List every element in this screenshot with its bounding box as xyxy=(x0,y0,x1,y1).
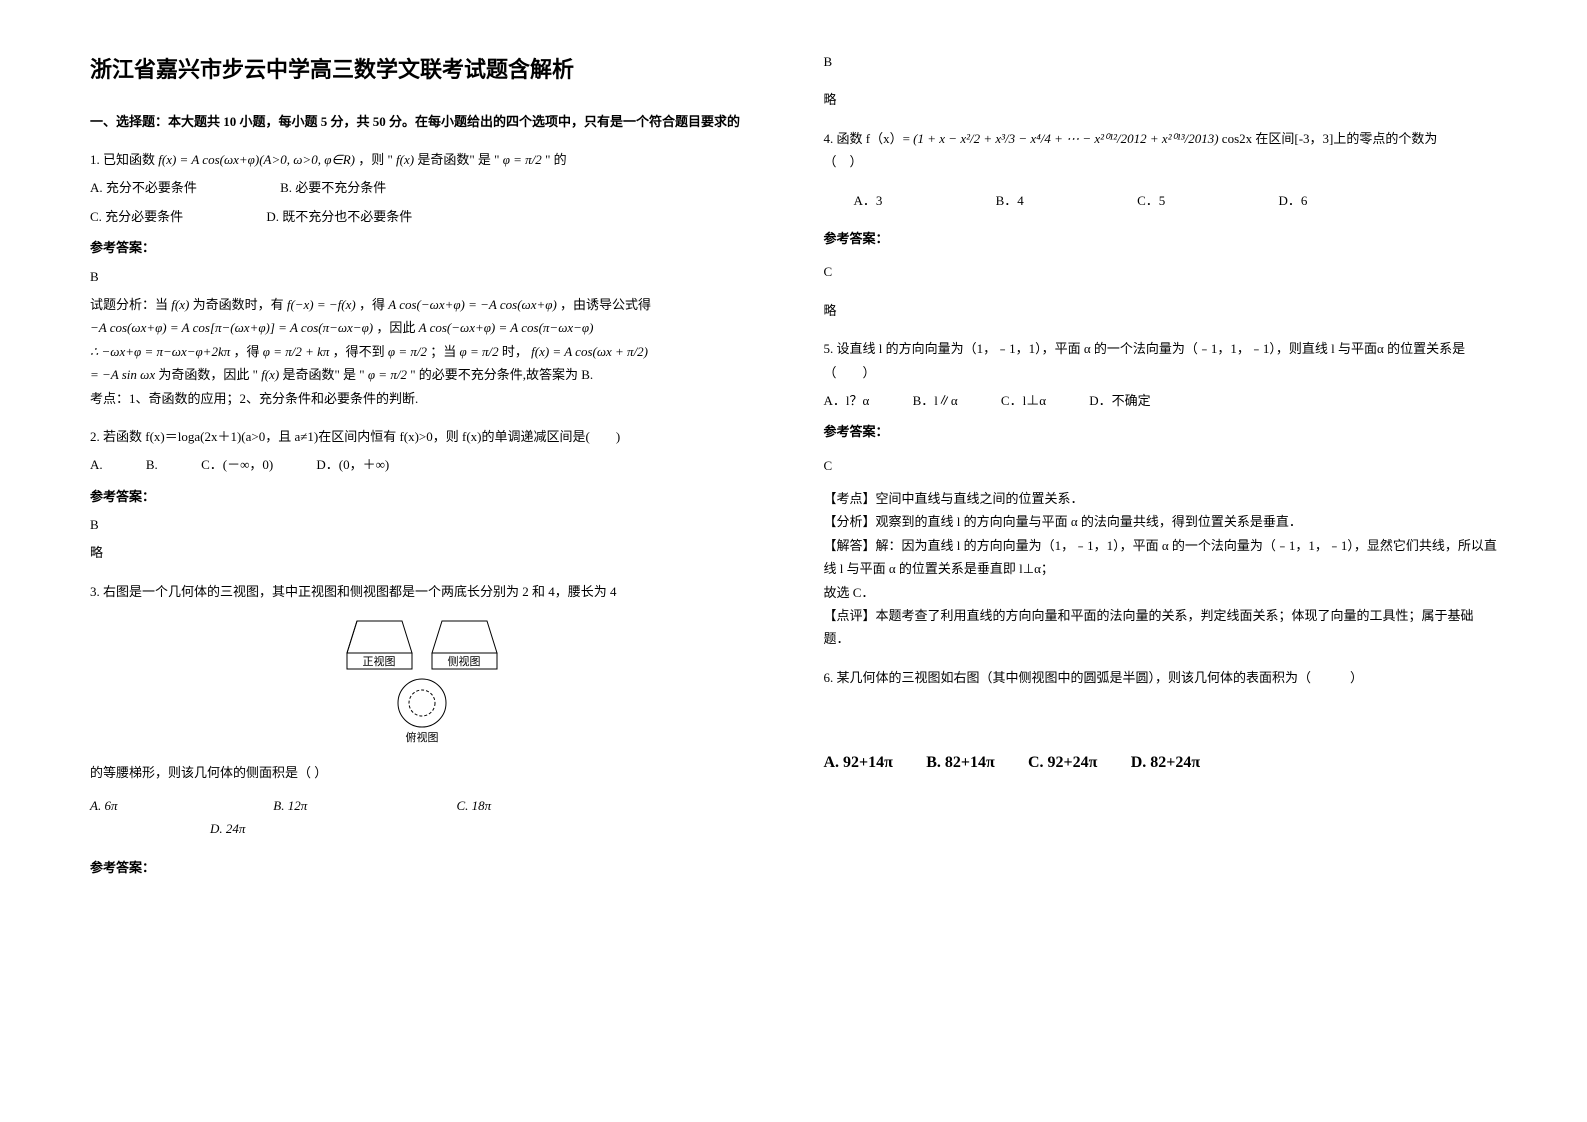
doc-title: 浙江省嘉兴市步云中学高三数学文联考试题含解析 xyxy=(90,50,764,90)
q2-opt-c: C．(－∞，0) xyxy=(201,453,273,476)
question-6: 6. 某几何体的三视图如右图（其中侧视图中的圆弧是半圆），则该几何体的表面积为（… xyxy=(824,666,1498,778)
q2-ans: B xyxy=(90,513,764,536)
q2-ans-label: 参考答案： xyxy=(90,485,764,508)
three-view-diagram: 正视图 侧视图 俯视图 xyxy=(90,613,764,750)
q5-opt-a: A．l？α xyxy=(824,389,870,412)
q3-abbr: 略 xyxy=(824,88,1498,111)
q2-abbr: 略 xyxy=(90,541,764,564)
q1-stem: 1. 已知函数 f(x) = A cos(ωx+φ)(A>0, ω>0, φ∈R… xyxy=(90,148,764,171)
q5-jieda1: 【解答】解：因为直线 l 的方向向量为（1，﹣1，1），平面 α 的一个法向量为… xyxy=(824,534,1498,581)
q1-analysis4: = −A sin ωx 为奇函数，因此 " f(x) 是奇函数" 是 " φ =… xyxy=(90,363,764,386)
q3-ans: B xyxy=(824,50,1498,73)
q6-stem: 6. 某几何体的三视图如右图（其中侧视图中的圆弧是半圆），则该几何体的表面积为（… xyxy=(824,666,1498,689)
q5-opt-b: B．l∥α xyxy=(913,389,958,412)
q4-options: A．3 B．4 C．5 D．6 xyxy=(854,189,1498,212)
svg-text:俯视图: 俯视图 xyxy=(405,730,438,743)
left-column: 浙江省嘉兴市步云中学高三数学文联考试题含解析 一、选择题：本大题共 10 小题，… xyxy=(90,50,764,1072)
q4-ans-label: 参考答案： xyxy=(824,227,1498,250)
question-2: 2. 若函数 f(x)＝loga(2x＋1)(a>0，且 a≠1)在区间内恒有 … xyxy=(90,425,764,565)
q1-options-2: C. 充分必要条件 D. 既不充分也不必要条件 xyxy=(90,205,764,228)
q5-stem: 5. 设直线 l 的方向向量为（1，﹣1，1），平面 α 的一个法向量为（﹣1，… xyxy=(824,337,1498,384)
q1-kaodian: 考点：1、奇函数的应用；2、充分条件和必要条件的判断. xyxy=(90,387,764,410)
q1-ans: B xyxy=(90,265,764,288)
q1-opt-b: B. 必要不充分条件 xyxy=(280,176,386,199)
three-view-svg: 正视图 侧视图 俯视图 xyxy=(337,613,517,743)
q5-ans-label: 参考答案： xyxy=(824,420,1498,443)
q1-opt-a: A. 充分不必要条件 xyxy=(90,176,197,199)
q4-opt-a: A．3 xyxy=(854,189,883,212)
question-1: 1. 已知函数 f(x) = A cos(ωx+φ)(A>0, ω>0, φ∈R… xyxy=(90,148,764,410)
q3-stem: 3. 右图是一个几何体的三视图，其中正视图和侧视图都是一个两底长分别为 2 和 … xyxy=(90,580,764,603)
question-3: 3. 右图是一个几何体的三视图，其中正视图和侧视图都是一个两底长分别为 2 和 … xyxy=(90,580,764,879)
q1-ans-label: 参考答案： xyxy=(90,236,764,259)
q2-opt-a: A. xyxy=(90,453,103,476)
q5-ans: C xyxy=(824,454,1498,477)
q3-stem2: 的等腰梯形，则该几何体的侧面积是（ ） xyxy=(90,761,764,784)
q5-kaodian: 【考点】空间中直线与直线之间的位置关系． xyxy=(824,487,1498,510)
q6-opt-c: C. 92+24π xyxy=(1028,749,1097,778)
q5-opt-d: D．不确定 xyxy=(1089,389,1150,412)
q1-opt-d: D. 既不充分也不必要条件 xyxy=(266,205,412,228)
question-4: 4. 函数 f（x）= (1 + x − x²/2 + x³/3 − x⁴/4 … xyxy=(824,127,1498,322)
q4-stem: 4. 函数 f（x）= (1 + x − x²/2 + x³/3 − x⁴/4 … xyxy=(824,127,1498,150)
svg-text:侧视图: 侧视图 xyxy=(447,654,480,668)
q1-analysis3: ∴ −ωx+φ = π−ωx−φ+2kπ ，得 φ = π/2 + kπ ，得不… xyxy=(90,340,764,363)
q3-opt-a: A. 6π xyxy=(90,794,270,817)
q4-ans: C xyxy=(824,260,1498,283)
q5-fenxi: 【分析】观察到的直线 l 的方向向量与平面 α 的法向量共线，得到位置关系是垂直… xyxy=(824,510,1498,533)
q3-opt-d: D. 24π xyxy=(210,817,764,840)
q2-stem: 2. 若函数 f(x)＝loga(2x＋1)(a>0，且 a≠1)在区间内恒有 … xyxy=(90,425,764,448)
q4-opt-d: D．6 xyxy=(1278,189,1307,212)
q1-analysis2: −A cos(ωx+φ) = A cos[π−(ωx+φ)] = A cos(π… xyxy=(90,316,764,339)
q4-abbr: 略 xyxy=(824,299,1498,322)
q2-options: A. B. C．(－∞，0) D．(0，＋∞) xyxy=(90,453,764,476)
q3-opt-c: C. 18π xyxy=(457,794,577,817)
question-5: 5. 设直线 l 的方向向量为（1，﹣1，1），平面 α 的一个法向量为（﹣1，… xyxy=(824,337,1498,651)
q3-opt-b: B. 12π xyxy=(273,794,453,817)
q4-opt-c: C．5 xyxy=(1137,189,1165,212)
svg-text:正视图: 正视图 xyxy=(362,654,395,668)
q5-options: A．l？α B．l∥α C．l⊥α D．不确定 xyxy=(824,389,1498,412)
q2-opt-d: D．(0，＋∞) xyxy=(316,453,389,476)
q5-opt-c: C．l⊥α xyxy=(1001,389,1046,412)
q4-opt-b: B．4 xyxy=(996,189,1024,212)
q6-opt-d: D. 82+24π xyxy=(1131,749,1200,778)
q1-analysis1: 试题分析：当 f(x) 为奇函数时，有 f(−x) = −f(x) ，得 A c… xyxy=(90,293,764,316)
right-column: B 略 4. 函数 f（x）= (1 + x − x²/2 + x³/3 − x… xyxy=(824,50,1498,1072)
q1-opt-c: C. 充分必要条件 xyxy=(90,205,183,228)
q5-dianping: 【点评】本题考查了利用直线的方向向量和平面的法向量的关系，判定线面关系；体现了向… xyxy=(824,604,1498,651)
q6-opt-b: B. 82+14π xyxy=(926,749,995,778)
q5-jieda2: 故选 C． xyxy=(824,581,1498,604)
q2-opt-b: B. xyxy=(146,453,158,476)
q3-options: A. 6π B. 12π C. 18π xyxy=(90,794,764,817)
q4-stem-end: （ ） xyxy=(824,150,1498,173)
section-head: 一、选择题：本大题共 10 小题，每小题 5 分，共 50 分。在每小题给出的四… xyxy=(90,110,764,133)
q3-ans-label: 参考答案： xyxy=(90,856,764,879)
q6-options: A. 92+14π B. 82+14π C. 92+24π D. 82+24π xyxy=(824,749,1498,778)
q6-opt-a: A. 92+14π xyxy=(824,749,893,778)
q1-options: A. 充分不必要条件 B. 必要不充分条件 xyxy=(90,176,764,199)
